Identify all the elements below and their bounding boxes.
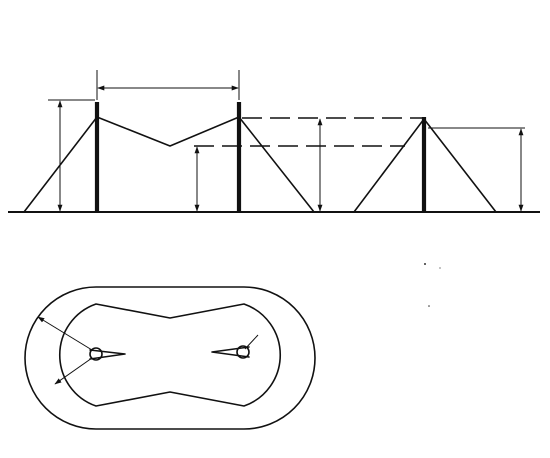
left-mast-base-wedge — [89, 349, 126, 360]
right-tent-guy-left — [353, 118, 425, 213]
right-radius-line — [244, 334, 259, 350]
right-mast-base-wedge — [211, 346, 250, 358]
left-tent-guy-right — [238, 116, 315, 213]
right-tent-guy-right — [423, 118, 497, 213]
speck — [428, 305, 430, 307]
left-radius-line-lower — [54, 357, 93, 385]
speck — [439, 267, 441, 269]
right-mast-base-circle — [236, 345, 250, 359]
left-tent-roof — [96, 116, 240, 147]
left-radius-line-upper — [37, 316, 93, 351]
elevation-view — [8, 70, 540, 307]
speck — [424, 263, 426, 265]
plan-inner-outline — [58, 303, 282, 407]
plan-view — [24, 286, 316, 430]
left-mast-base-circle — [89, 347, 103, 361]
plan-outer-outline — [24, 286, 316, 430]
